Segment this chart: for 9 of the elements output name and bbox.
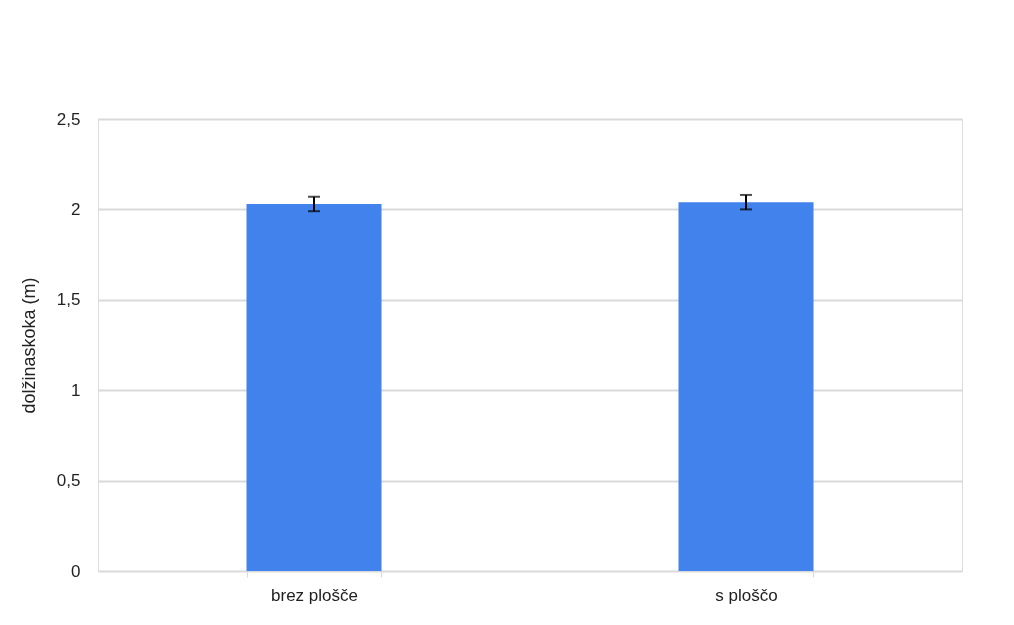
y-tick-label: 1,5 [56, 290, 81, 310]
y-tick-label: 2,5 [56, 109, 81, 129]
y-axis-title: dolžinaskoka (m) [18, 277, 39, 414]
y-tick-label: 0,5 [56, 471, 81, 491]
x-tick-label: s ploščo [715, 585, 778, 605]
y-tick-label: 2 [71, 199, 81, 219]
y-tick-label: 1 [71, 380, 81, 400]
x-tick-label: brez plošče [271, 585, 358, 605]
y-tick-label: 0 [71, 561, 81, 581]
